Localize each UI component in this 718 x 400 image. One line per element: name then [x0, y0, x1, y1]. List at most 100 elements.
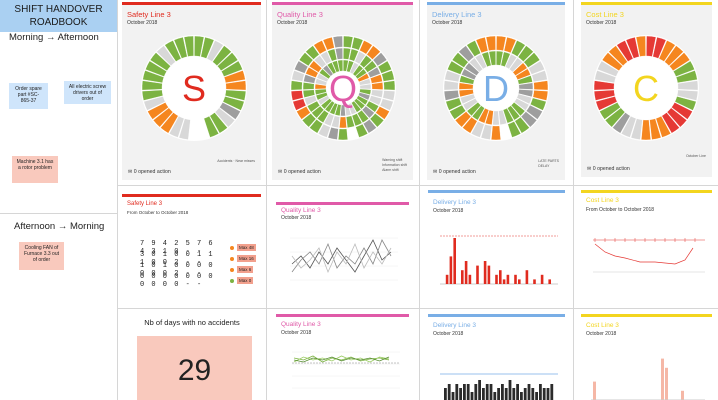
wheel-segment[interactable]	[319, 68, 331, 80]
wheel-segment[interactable]	[292, 98, 307, 111]
bar[interactable]	[478, 380, 481, 400]
wheel-segment[interactable]	[361, 105, 375, 119]
wheel-segment[interactable]	[156, 45, 176, 67]
wheel-segment[interactable]	[168, 115, 185, 138]
wheel-segment[interactable]	[178, 118, 191, 140]
bar[interactable]	[489, 384, 493, 400]
wheel-segment[interactable]	[518, 82, 534, 90]
wheel-segment[interactable]	[301, 113, 317, 128]
wheel-segment[interactable]	[334, 104, 342, 117]
wheel-segment[interactable]	[327, 126, 339, 140]
wheel-segment[interactable]	[500, 124, 512, 140]
wheel-segment[interactable]	[219, 102, 241, 120]
wheel-segment[interactable]	[523, 52, 541, 68]
wheel-segment[interactable]	[377, 60, 392, 74]
cost-wheel-card[interactable]: Cost Line 3 October 2018 C October Line …	[581, 2, 712, 177]
wheel-segment[interactable]	[225, 80, 247, 91]
bar[interactable]	[531, 388, 535, 400]
bar[interactable]	[482, 388, 485, 400]
wheel-segment[interactable]	[514, 98, 530, 111]
bar[interactable]	[485, 384, 489, 400]
wheel-segment[interactable]	[503, 36, 517, 54]
wheel-segment[interactable]	[652, 36, 667, 59]
wheel-segment[interactable]	[492, 110, 500, 126]
wheel-segment[interactable]	[224, 89, 247, 101]
wheel-segment[interactable]	[485, 109, 494, 125]
wheel-segment[interactable]	[458, 82, 474, 90]
bar[interactable]	[516, 384, 519, 400]
wheel-segment[interactable]	[517, 75, 533, 85]
bar[interactable]	[445, 274, 449, 284]
bar[interactable]	[502, 279, 506, 284]
wheel-segment[interactable]	[141, 80, 163, 91]
wheel-segment[interactable]	[203, 115, 220, 138]
opened-actions[interactable]: ✉ 0 opened action	[433, 169, 476, 175]
wheel-segment[interactable]	[346, 60, 355, 73]
wheel-segment[interactable]	[354, 51, 366, 65]
wheel-segment[interactable]	[516, 93, 532, 105]
wheel-segment[interactable]	[315, 92, 328, 101]
wheel-segment[interactable]	[505, 53, 518, 70]
note-cooling-fan[interactable]: Cooling FAN of Furnace 3.3 out of order	[19, 242, 64, 270]
wheel-segment[interactable]	[343, 35, 354, 48]
bar[interactable]	[483, 261, 487, 284]
wheel-segment[interactable]	[326, 62, 337, 75]
bar[interactable]	[447, 384, 451, 400]
bar[interactable]	[487, 265, 491, 284]
wheel-segment[interactable]	[141, 89, 164, 101]
wheel-segment[interactable]	[363, 60, 378, 73]
wheel-segment[interactable]	[445, 97, 462, 111]
bar[interactable]	[459, 388, 462, 400]
wheel-segment[interactable]	[298, 52, 314, 67]
wheel-segment[interactable]	[316, 109, 329, 124]
wheel-segment[interactable]	[346, 115, 355, 128]
wheel-segment[interactable]	[357, 109, 370, 124]
wheel-segment[interactable]	[625, 36, 640, 59]
wheel-segment[interactable]	[375, 106, 390, 120]
cost-line-card[interactable]: Cost Line 3 From October to October 2018	[581, 190, 712, 298]
bar[interactable]	[453, 238, 456, 284]
quality-multi-line-card[interactable]: Quality Line 3 October 2018	[276, 314, 409, 400]
wheel-segment[interactable]	[359, 55, 372, 69]
wheel-segment[interactable]	[314, 88, 327, 95]
wheel-segment[interactable]	[491, 125, 501, 141]
wheel-segment[interactable]	[673, 60, 695, 77]
bar[interactable]	[468, 274, 472, 284]
wheel-segment[interactable]	[661, 112, 680, 134]
wheel-segment[interactable]	[305, 45, 320, 60]
wheel-segment[interactable]	[348, 48, 359, 62]
wheel-segment[interactable]	[649, 118, 662, 140]
wheel-segment[interactable]	[145, 60, 167, 77]
wheel-segment[interactable]	[530, 97, 547, 111]
wheel-segment[interactable]	[676, 89, 699, 101]
wheel-segment[interactable]	[320, 98, 333, 110]
safety-table-card[interactable]: Safety Line 3 From October to October 20…	[122, 194, 261, 294]
bar[interactable]	[504, 388, 508, 400]
bar[interactable]	[463, 384, 466, 400]
wheel-segment[interactable]	[674, 96, 697, 111]
wheel-segment[interactable]	[520, 111, 538, 128]
wheel-segment[interactable]	[599, 102, 621, 120]
wheel-segment[interactable]	[451, 52, 469, 68]
bar[interactable]	[508, 380, 512, 400]
bar[interactable]	[493, 392, 497, 400]
wheel-segment[interactable]	[340, 104, 346, 117]
wheel-segment[interactable]	[531, 70, 548, 83]
bar[interactable]	[525, 270, 529, 284]
bar[interactable]	[550, 384, 554, 400]
wheel-segment[interactable]	[597, 60, 619, 77]
wheel-segment[interactable]	[315, 78, 328, 86]
wheel-segment[interactable]	[359, 83, 372, 90]
wheel-segment[interactable]	[149, 52, 171, 72]
wheel-segment[interactable]	[478, 107, 490, 124]
bar[interactable]	[542, 388, 546, 400]
bar[interactable]	[518, 279, 521, 284]
bar[interactable]	[548, 279, 551, 284]
wheel-segment[interactable]	[466, 40, 481, 57]
wheel-segment[interactable]	[594, 70, 617, 84]
bar[interactable]	[499, 270, 502, 284]
bar[interactable]	[546, 388, 550, 400]
bar[interactable]	[533, 279, 536, 284]
wheel-segment[interactable]	[481, 51, 492, 68]
bar[interactable]	[506, 274, 510, 284]
